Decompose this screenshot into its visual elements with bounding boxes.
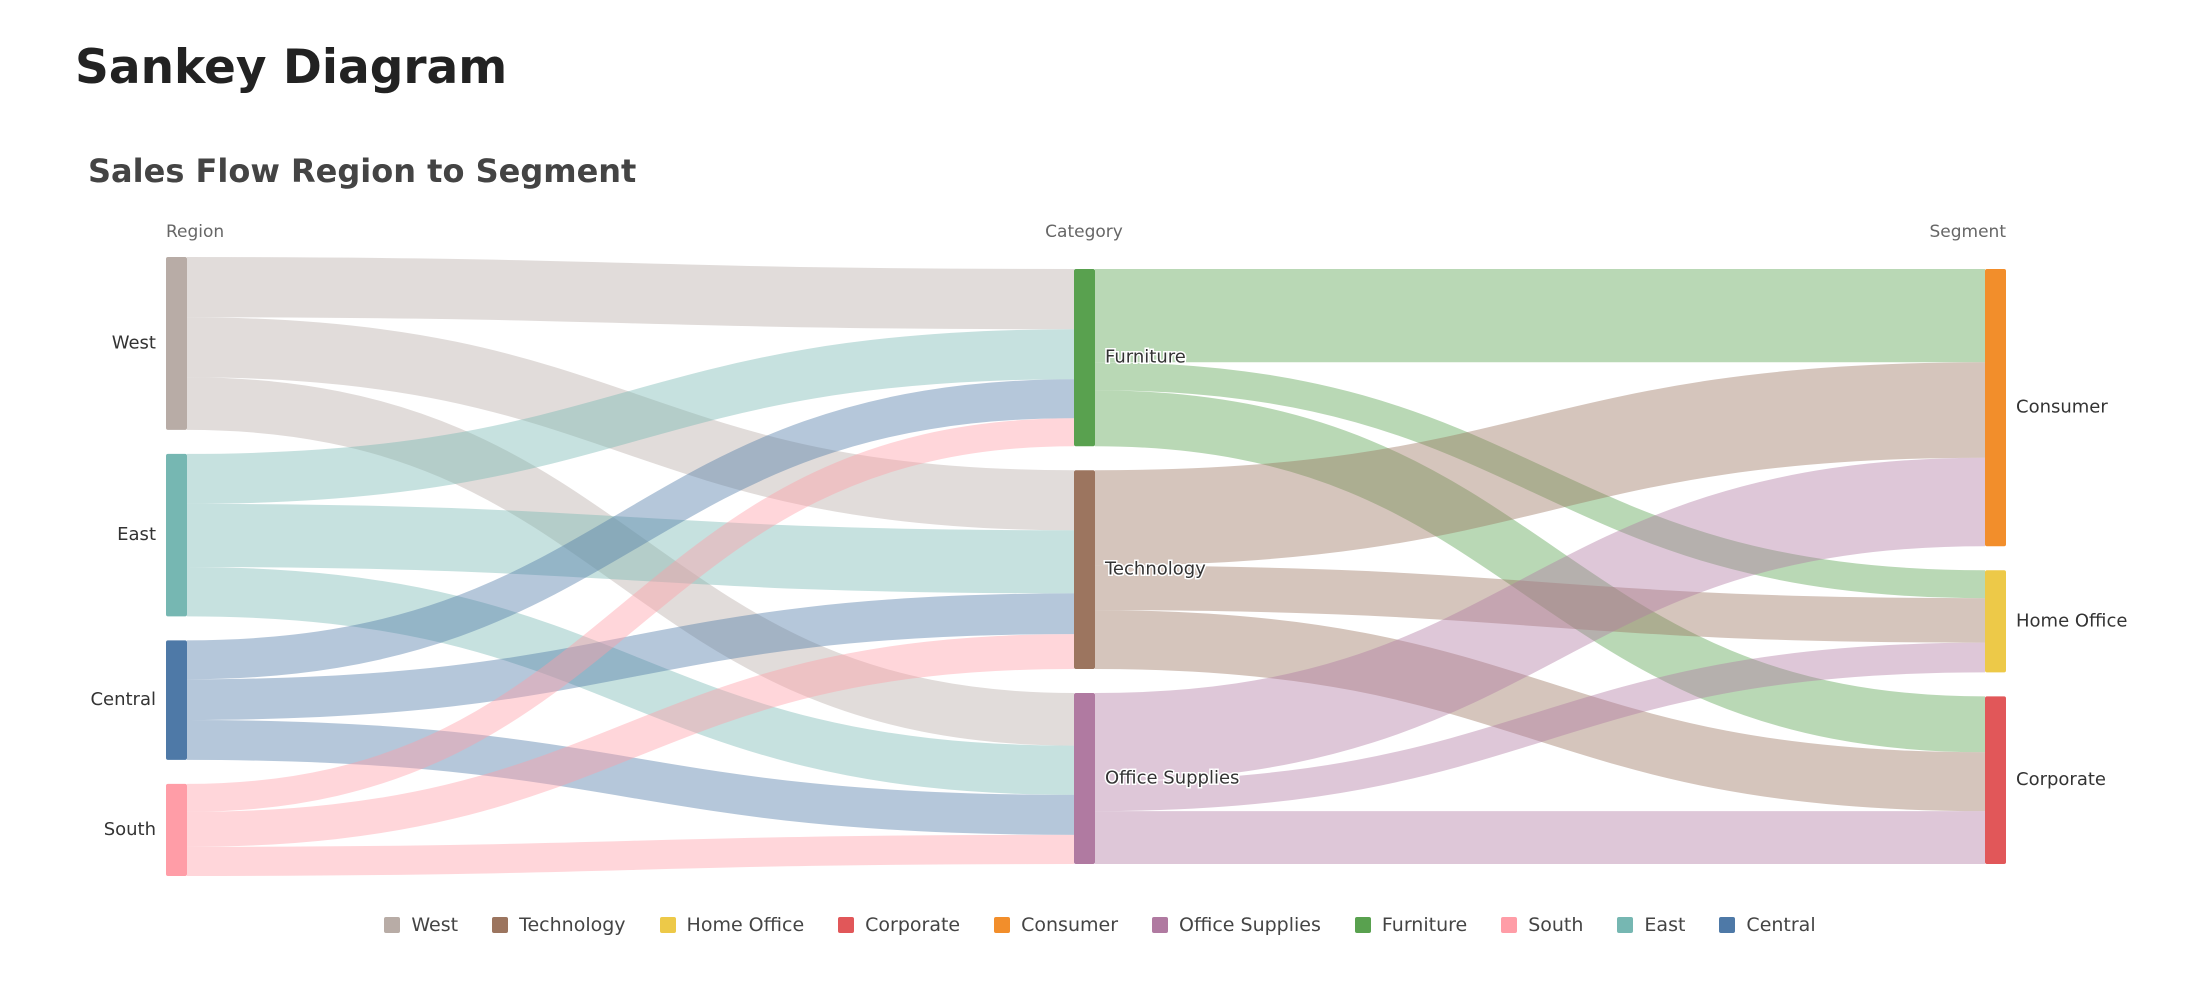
link-west-to-office-supplies bbox=[186, 377, 1075, 746]
node-label-office-supplies: Office Supplies bbox=[1105, 767, 1239, 788]
link-technology-to-corporate bbox=[1094, 610, 1986, 812]
legend-label: Corporate bbox=[865, 914, 961, 936]
legend-item-technology: Technology bbox=[492, 914, 626, 936]
node-office-supplies bbox=[1074, 692, 1095, 864]
legend-swatch bbox=[838, 917, 855, 933]
node-label-south: South bbox=[104, 819, 156, 840]
link-central-to-furniture bbox=[186, 379, 1075, 680]
legend-label: East bbox=[1644, 914, 1686, 936]
link-east-to-technology bbox=[186, 503, 1075, 594]
legend-swatch bbox=[1617, 917, 1634, 933]
link-east-to-office-supplies bbox=[186, 567, 1075, 795]
link-furniture-to-home-office bbox=[1094, 362, 1986, 599]
sankey-labels: West East Central South Furniture Technology O… bbox=[90, 222, 2127, 840]
legend-label: Technology bbox=[519, 914, 626, 936]
legend-item-furniture: Furniture bbox=[1354, 914, 1468, 936]
link-west-to-furniture bbox=[186, 256, 1075, 330]
node-technology bbox=[1074, 470, 1095, 669]
node-label-corporate: Corporate bbox=[2016, 769, 2106, 790]
legend-label: Furniture bbox=[1381, 914, 1468, 936]
node-label-consumer: Consumer bbox=[2016, 397, 2108, 418]
legend-label: Consumer bbox=[1021, 914, 1119, 936]
link-central-to-office-supplies bbox=[186, 719, 1075, 835]
node-central bbox=[166, 640, 187, 760]
legend-item-west: West bbox=[384, 914, 458, 936]
column-header-segment: Segment bbox=[1930, 222, 2007, 242]
legend-item-central: Central bbox=[1719, 914, 1816, 936]
legend-swatch bbox=[1152, 917, 1169, 933]
sankey-links bbox=[186, 256, 1986, 876]
page-title: Sankey Diagram bbox=[75, 40, 508, 95]
legend-label: Home Office bbox=[686, 914, 805, 936]
link-south-to-furniture bbox=[186, 418, 1075, 812]
chart-legend: West Technology Home Office Corporate Consum… bbox=[0, 914, 2200, 936]
link-south-to-technology bbox=[186, 634, 1075, 847]
link-west-to-technology bbox=[186, 317, 1075, 531]
link-office-supplies-to-consumer bbox=[1094, 457, 1986, 782]
legend-label: West bbox=[411, 914, 459, 936]
legend-swatch bbox=[1719, 917, 1736, 933]
legend-swatch bbox=[492, 917, 509, 933]
chart-title: Sales Flow Region to Segment bbox=[88, 152, 637, 190]
legend-item-office-supplies: Office Supplies bbox=[1152, 914, 1321, 936]
link-technology-to-consumer bbox=[1094, 362, 1986, 566]
node-label-central: Central bbox=[90, 689, 156, 710]
column-header-category: Category bbox=[1045, 222, 1123, 242]
node-west bbox=[166, 257, 187, 430]
node-east bbox=[166, 453, 187, 617]
legend-item-south: South bbox=[1501, 914, 1583, 936]
legend-swatch bbox=[994, 917, 1011, 933]
legend-label: Central bbox=[1746, 914, 1816, 936]
column-header-region: Region bbox=[166, 222, 224, 242]
sankey-nodes bbox=[166, 257, 2006, 876]
link-central-to-technology bbox=[186, 593, 1075, 720]
node-label-east: East bbox=[117, 524, 156, 545]
link-south-to-office-supplies bbox=[186, 834, 1075, 876]
legend-label: South bbox=[1528, 914, 1584, 936]
legend-item-corporate: Corporate bbox=[838, 914, 960, 936]
legend-swatch bbox=[1501, 917, 1518, 933]
legend-swatch bbox=[384, 917, 401, 933]
node-label-home-office: Home Office bbox=[2016, 610, 2127, 631]
node-consumer bbox=[1985, 269, 2006, 547]
node-label-west: West bbox=[112, 332, 156, 353]
node-home-office bbox=[1985, 570, 2006, 673]
node-label-furniture: Furniture bbox=[1105, 347, 1186, 368]
node-south bbox=[166, 783, 187, 876]
node-corporate bbox=[1985, 696, 2006, 864]
legend-item-home-office: Home Office bbox=[659, 914, 805, 936]
legend-swatch bbox=[659, 917, 676, 933]
legend-swatch bbox=[1354, 917, 1371, 933]
link-furniture-to-corporate bbox=[1094, 390, 1986, 753]
link-east-to-furniture bbox=[186, 329, 1075, 504]
node-furniture bbox=[1074, 269, 1095, 447]
legend-item-east: East bbox=[1617, 914, 1685, 936]
link-office-supplies-to-home-office bbox=[1094, 642, 1986, 812]
legend-item-consumer: Consumer bbox=[994, 914, 1118, 936]
link-technology-to-home-office bbox=[1094, 565, 1986, 643]
node-label-technology: Technology bbox=[1104, 559, 1206, 580]
legend-label: Office Supplies bbox=[1179, 914, 1321, 936]
